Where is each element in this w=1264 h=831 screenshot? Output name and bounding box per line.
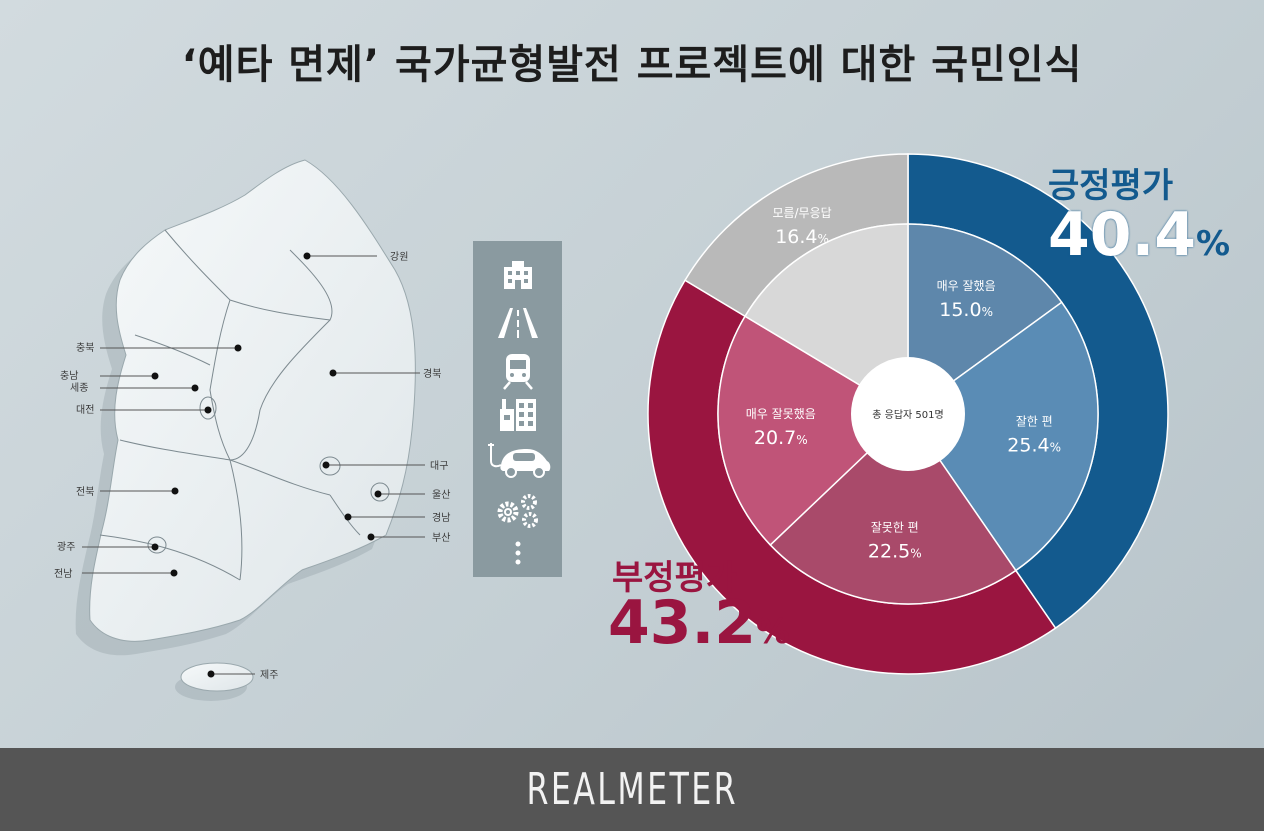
- gears-icon: [473, 491, 562, 531]
- chart-center-circle: [851, 357, 965, 471]
- region-label-busan: 부산: [432, 532, 450, 544]
- region-label-daegu: 대구: [430, 460, 448, 472]
- road-icon: [473, 303, 562, 343]
- inner-slice-2: [769, 412, 1017, 605]
- region-label-jeonbuk: 전북: [76, 486, 94, 498]
- mainland-shape: [89, 159, 416, 642]
- region-label-jeonnam: 전남: [54, 568, 72, 580]
- positive-eval-number: 40.4: [1048, 200, 1197, 270]
- slice-category-label-2: 잘못한 편: [871, 520, 919, 534]
- region-label-gyeongnam: 경남: [432, 511, 450, 524]
- inner-slice-0: [907, 223, 1063, 416]
- slice-category-label-1: 잘한 편: [1016, 415, 1053, 429]
- page-title: ‘예타 면제’ 국가균형발전 프로젝트에 대한 국민인식: [181, 42, 1083, 88]
- building-icon: [473, 255, 562, 295]
- negative-eval-number: 43.2: [608, 588, 757, 658]
- positive-eval-percent: %: [1196, 224, 1231, 264]
- inner-slice-3: [717, 315, 910, 546]
- slice-value-label-1: 25.4%: [1007, 435, 1061, 457]
- jeju-island: [180, 662, 254, 692]
- region-label-gangwon: 강원: [390, 251, 408, 263]
- slice-category-label-3: 매우 잘못했음: [746, 407, 816, 421]
- region-label-gwangju: 광주: [57, 541, 75, 553]
- factory-icon: [473, 393, 562, 433]
- positive-eval-title: 긍정평가: [1048, 166, 1174, 206]
- footer-bar: REALMETER: [0, 748, 1264, 831]
- positive-eval-value: 40.4%: [1048, 200, 1230, 270]
- total-respondents-label: 총 응답자 501명: [872, 409, 943, 421]
- response-donut-chart: 총 응답자 501명 매우 잘했음 15.0% 잘한 편 25.4% 잘못한 편 22.5…: [647, 153, 1169, 675]
- region-label-ulsan: 울산: [432, 489, 450, 501]
- region-label-gyeongbuk: 경북: [423, 367, 441, 380]
- slice-value-label-0: 15.0%: [939, 299, 993, 321]
- electric-car-icon: [473, 439, 562, 479]
- region-label-jeju: 제주: [260, 669, 278, 681]
- korea-map: 강원 충북 충남 세종 대전 경북 대구 전북 울산 경남 부산 광주 전남 제…: [54, 159, 450, 701]
- region-label-sejong: 세종: [70, 382, 88, 394]
- slice-category-label-0: 매우 잘했음: [937, 279, 996, 293]
- region-label-chungbuk: 충북: [76, 342, 94, 354]
- train-icon: [473, 351, 562, 391]
- slice-value-label-4: 16.4%: [775, 226, 829, 248]
- region-label-daejeon: 대전: [76, 404, 94, 416]
- inner-slice-4: [744, 223, 909, 416]
- more-icon: [473, 533, 562, 573]
- slice-value-label-3: 20.7%: [754, 427, 808, 449]
- negative-eval-value: 43.2%: [608, 588, 790, 658]
- region-label-chungnam: 충남: [60, 370, 78, 382]
- negative-eval-title: 부정평가: [612, 558, 738, 598]
- inner-slice-1: [906, 301, 1099, 572]
- slice-value-label-2: 22.5%: [868, 540, 922, 562]
- slice-category-label-4: 모름/무응답: [772, 206, 831, 220]
- infrastructure-icon-panel: [473, 241, 562, 577]
- negative-eval-percent: %: [756, 612, 791, 652]
- realmeter-logo: REALMETER: [526, 764, 738, 815]
